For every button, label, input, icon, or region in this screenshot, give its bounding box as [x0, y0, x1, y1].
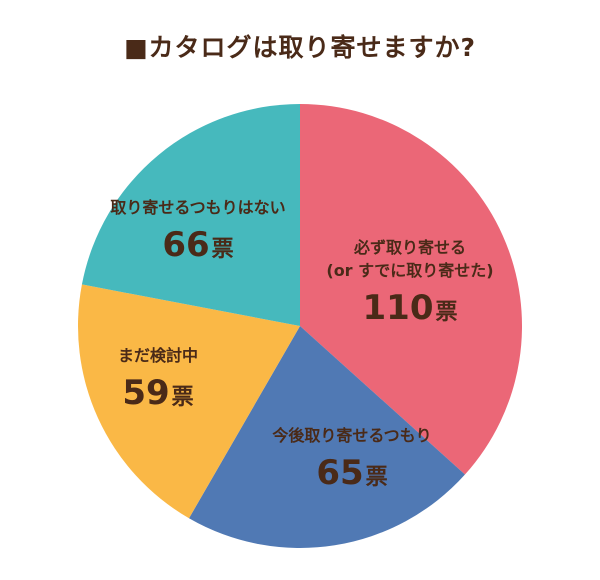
slice-value: 66: [162, 225, 210, 265]
slice-value: 110: [362, 288, 434, 328]
slice-label-no-plan: 取り寄せるつもりはない 66票: [110, 196, 285, 265]
slice-name: まだ検討中: [117, 346, 199, 365]
slice-name: 取り寄せるつもりはない: [110, 198, 286, 217]
slice-no-plan: [81, 104, 301, 326]
slice-unit: 票: [211, 237, 234, 262]
slice-label-undecided: まだ検討中 59票: [118, 344, 198, 413]
slice-label-plan-to-order: 今後取り寄せるつもり 65票: [272, 424, 431, 493]
slice-value: 65: [316, 453, 364, 493]
slice-unit: 票: [435, 300, 458, 325]
slice-undecided: [77, 284, 300, 519]
chart-title: ■カタログは取り寄せますか?: [123, 33, 477, 62]
slice-name-sub: (or すでに取り寄せた): [326, 261, 494, 280]
slice-plan-to-order: [189, 326, 465, 549]
slice-value: 59: [122, 373, 170, 413]
slice-unit: 票: [171, 385, 194, 410]
slice-label-will-order: 必ず取り寄せる (or すでに取り寄せた) 110票: [326, 236, 493, 328]
slice-name: 今後取り寄せるつもり: [272, 426, 432, 445]
slice-name: 必ず取り寄せる: [353, 238, 466, 257]
slice-will-order: [300, 104, 523, 475]
slice-unit: 票: [365, 465, 388, 490]
